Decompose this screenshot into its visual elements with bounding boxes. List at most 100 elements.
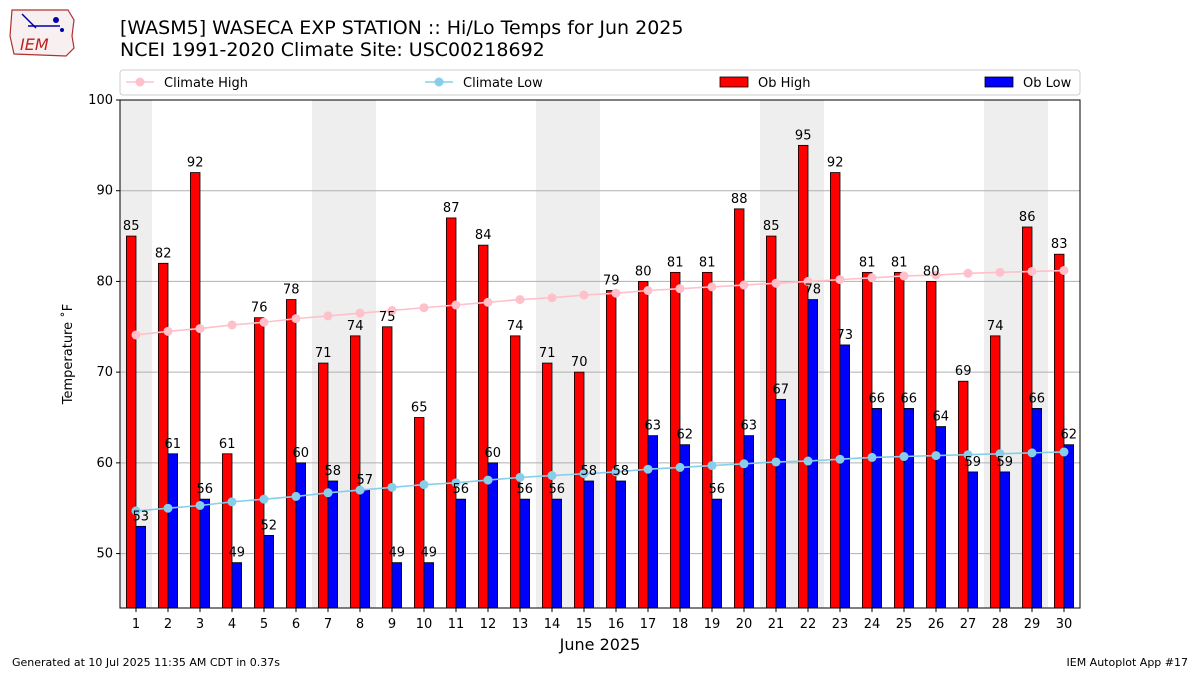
climate-high-point [835, 275, 845, 285]
ob-low-bar [423, 562, 435, 609]
ob-high-label: 86 [1019, 210, 1036, 225]
x-tick-label: 21 [768, 617, 785, 632]
y-tick-label: 60 [96, 456, 113, 471]
ob-low-bar [647, 435, 659, 609]
ob-high-label: 74 [987, 319, 1004, 334]
ob-low-bar [903, 408, 915, 609]
ob-low-bar [775, 398, 787, 609]
ob-high-label: 70 [571, 355, 588, 370]
ob-low-bar [839, 344, 851, 609]
ob-low-label: 63 [741, 419, 758, 434]
x-tick-label: 8 [356, 617, 364, 632]
x-tick-label: 6 [292, 617, 300, 632]
climate-high-point [259, 317, 269, 327]
x-tick-label: 2 [164, 617, 172, 632]
climate-high-point [131, 330, 141, 340]
ob-low-label: 56 [517, 482, 534, 497]
ob-low-label: 66 [869, 391, 886, 406]
ob-high-label: 83 [1051, 237, 1068, 252]
ob-low-label: 52 [261, 518, 278, 533]
x-tick-label: 11 [448, 617, 465, 632]
ob-low-bar [999, 471, 1011, 609]
climate-low-point [1059, 447, 1069, 457]
ob-high-label: 76 [251, 301, 268, 316]
climate-low-point [323, 488, 333, 498]
climate-low-point [227, 497, 237, 507]
ob-low-bar [295, 462, 307, 609]
ob-high-label: 71 [315, 346, 332, 361]
x-tick-label: 4 [228, 617, 236, 632]
x-tick-label: 23 [832, 617, 849, 632]
climate-low-point [835, 454, 845, 464]
climate-low-point [483, 475, 493, 485]
x-tick-label: 9 [388, 617, 396, 632]
ob-low-label: 49 [229, 546, 246, 561]
ob-low-legend-swatch [984, 76, 1014, 88]
ob-low-label: 49 [389, 546, 406, 561]
x-tick-label: 7 [324, 617, 332, 632]
ob-low-bar [199, 498, 211, 609]
ob-low-bar [519, 498, 531, 609]
chart-title: [WASM5] WASECA EXP STATION :: Hi/Lo Temp… [120, 17, 683, 61]
ob-high-bar [574, 371, 585, 609]
climate-low-point [899, 452, 909, 462]
ob-high-label: 75 [379, 310, 396, 325]
climate-high-point [899, 271, 909, 281]
ob-high-bar [894, 271, 905, 609]
x-tick-label: 12 [480, 617, 497, 632]
climate-high-point [163, 326, 173, 336]
ob-low-legend-label: Ob Low [1023, 76, 1072, 91]
x-tick-label: 20 [736, 617, 753, 632]
ob-low-bar [1063, 444, 1075, 609]
climate-high-point [707, 282, 717, 292]
ob-high-bar [253, 317, 265, 609]
ob-low-label: 59 [997, 455, 1014, 470]
ob-low-label: 58 [581, 464, 598, 479]
climate-high-point [963, 268, 973, 278]
ob-high-legend-swatch [719, 76, 749, 88]
ob-high-label: 81 [859, 255, 876, 270]
climate-high-point [515, 295, 525, 305]
ob-high-bar [990, 335, 1001, 609]
ob-low-bar [167, 453, 179, 609]
climate-low-point [451, 478, 461, 488]
x-tick-label: 10 [416, 617, 433, 632]
climate-low-point [1027, 448, 1037, 458]
ob-high-bar [317, 362, 329, 609]
y-axis-label: Temperature ˚F [60, 304, 76, 405]
ob-high-bar [798, 144, 809, 609]
ob-high-label: 78 [283, 283, 300, 298]
climate-high-point [1059, 266, 1069, 276]
x-tick-label: 26 [928, 617, 945, 632]
ob-low-label: 59 [965, 455, 982, 470]
climate-high-point [227, 320, 237, 330]
ob-low-label: 63 [645, 419, 662, 434]
ob-low-label: 62 [677, 428, 694, 443]
ob-high-bar [349, 335, 361, 609]
y-tick-label: 70 [96, 365, 113, 380]
climate-high-line [135, 269, 1065, 336]
ob-high-label: 85 [123, 219, 140, 234]
ob-low-bar [327, 480, 339, 609]
logo-text: IEM [20, 35, 49, 54]
climate-high-point [771, 278, 781, 288]
climate-high-point [323, 311, 333, 321]
climate-high-point [291, 314, 301, 324]
footer-app: IEM Autoplot App #17 [1066, 656, 1189, 669]
ob-high-bar [606, 290, 617, 609]
ob-low-label: 49 [421, 546, 438, 561]
ob-high-label: 92 [187, 156, 204, 171]
ob-high-bar [734, 208, 745, 609]
climate-low-point [963, 450, 973, 460]
ob-low-label: 78 [805, 283, 822, 298]
climate-high-point [867, 273, 877, 283]
climate-high-point [643, 286, 653, 295]
x-tick-label: 5 [260, 617, 268, 632]
climate-high-legend-marker [135, 77, 145, 87]
x-tick-label: 13 [512, 617, 529, 632]
ob-high-bar [1022, 226, 1033, 609]
climate-low-point [771, 457, 781, 467]
climate-low-point [643, 464, 653, 474]
ob-low-label: 56 [453, 482, 470, 497]
